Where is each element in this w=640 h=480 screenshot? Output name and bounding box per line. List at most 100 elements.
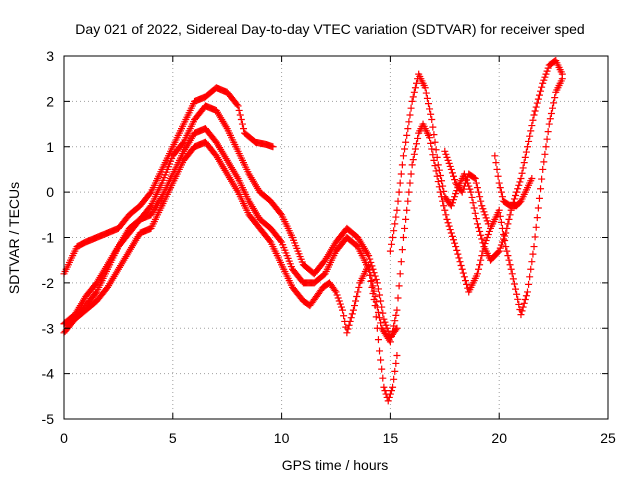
data-point <box>441 206 449 214</box>
data-point <box>550 99 558 107</box>
data-point <box>519 164 527 172</box>
data-point <box>438 177 446 185</box>
data-point <box>543 67 551 75</box>
data-point <box>366 255 374 263</box>
data-point <box>546 115 554 123</box>
y-tick-label: 3 <box>46 48 54 64</box>
data-point <box>471 209 479 217</box>
data-point <box>542 70 550 78</box>
data-point <box>395 282 403 290</box>
data-point <box>532 223 540 231</box>
data-point <box>350 302 358 310</box>
data-point <box>526 132 534 140</box>
y-tick-label: 2 <box>46 93 54 109</box>
data-point <box>365 252 373 260</box>
data-point <box>399 234 407 241</box>
series-3 <box>60 75 566 346</box>
data-point <box>526 273 534 281</box>
data-point <box>379 309 387 317</box>
data-point <box>409 156 417 164</box>
data-point <box>458 265 466 273</box>
data-point <box>391 317 399 325</box>
data-point <box>407 104 415 112</box>
data-point <box>365 261 373 269</box>
data-point <box>519 303 527 311</box>
data-point <box>409 93 417 101</box>
data-point <box>266 237 274 245</box>
data-point <box>346 317 354 325</box>
data-point <box>476 193 484 201</box>
chart-title: Day 021 of 2022, Sidereal Day-to-day VTE… <box>75 21 584 37</box>
data-point <box>503 224 511 232</box>
data-point <box>398 246 406 254</box>
data-point <box>520 159 528 167</box>
data-point <box>389 327 397 335</box>
data-point <box>277 237 285 245</box>
data-point <box>479 205 487 213</box>
data-point <box>522 292 530 300</box>
data-point <box>544 128 552 136</box>
data-point <box>395 188 403 196</box>
data-point <box>475 188 483 196</box>
data-point <box>345 321 353 329</box>
data-point <box>531 233 539 241</box>
data-point <box>505 256 513 264</box>
data-point <box>336 300 344 308</box>
data-point <box>430 131 438 139</box>
data-point <box>399 152 407 160</box>
data-point <box>485 227 493 235</box>
data-point <box>434 161 442 169</box>
data-point <box>430 156 438 164</box>
data-point <box>468 193 476 201</box>
data-point <box>344 325 352 333</box>
data-point <box>496 212 504 220</box>
data-point <box>470 204 478 212</box>
data-point <box>477 231 485 239</box>
data-point <box>525 137 533 145</box>
data-point <box>349 306 357 314</box>
data-point <box>551 94 559 102</box>
data-point <box>431 162 439 170</box>
y-tick-label: -4 <box>42 366 55 382</box>
data-point <box>523 143 531 151</box>
data-point <box>439 182 447 190</box>
data-point <box>446 162 454 170</box>
data-point <box>447 165 455 173</box>
data-point <box>403 206 411 214</box>
data-point <box>347 314 355 322</box>
data-point <box>426 134 434 142</box>
data-point <box>374 336 382 344</box>
data-point <box>433 172 441 180</box>
data-point <box>238 120 246 128</box>
data-point <box>371 272 379 280</box>
data-point <box>514 185 522 193</box>
data-point <box>492 159 500 167</box>
data-point <box>450 196 458 204</box>
data-point <box>542 143 550 151</box>
data-point <box>500 235 508 243</box>
data-point <box>463 176 471 184</box>
y-tick-label: -2 <box>42 275 55 291</box>
y-tick-label: -3 <box>42 320 55 336</box>
data-point <box>538 175 546 183</box>
data-point <box>389 383 397 391</box>
data-point <box>387 387 395 395</box>
data-points <box>60 57 566 405</box>
data-point <box>406 179 414 187</box>
data-point <box>427 110 435 118</box>
data-point <box>512 285 520 293</box>
data-point <box>528 258 536 266</box>
data-point <box>423 94 431 102</box>
data-point <box>494 172 502 180</box>
data-point <box>374 308 382 316</box>
data-point <box>381 318 389 326</box>
data-point <box>368 262 376 270</box>
data-point <box>520 299 528 307</box>
data-point <box>340 312 348 320</box>
data-point <box>402 138 410 146</box>
data-point <box>434 178 442 186</box>
data-point <box>509 275 517 283</box>
data-point <box>472 215 480 223</box>
